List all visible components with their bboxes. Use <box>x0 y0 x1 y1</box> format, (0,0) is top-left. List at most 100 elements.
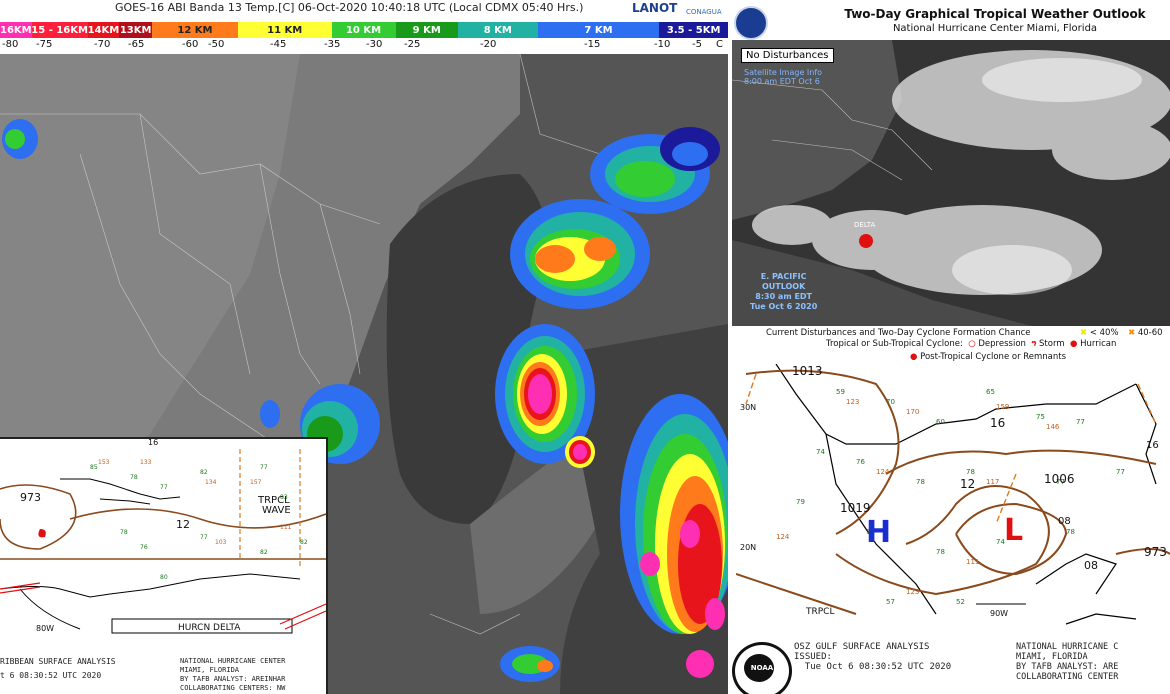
svg-text:79: 79 <box>796 498 805 506</box>
two-legend-title: Current Disturbances and Two-Day Cyclone… <box>766 328 1031 338</box>
x-orange-icon: ✖ <box>1128 328 1136 338</box>
gulf-pressure-12: 12 <box>960 477 975 491</box>
epac-line-1: E. PACIFIC <box>760 272 807 281</box>
tropical-weather-outlook-panel: Two-Day Graphical Tropical Weather Outlo… <box>730 0 1170 352</box>
scale-band: 9 KM <box>395 22 458 38</box>
legend-post-tropical-label: Post-Tropical Cyclone or Remnants <box>920 352 1067 362</box>
sat-info-line-2: 8:00 am EDT Oct 6 <box>744 77 820 86</box>
gulf-pressure-16: 16 <box>990 416 1005 430</box>
storm-icon: ዓ <box>1031 339 1037 349</box>
gulf-analysis-map: 59 70 60 65 75 77 74 76 78 78 77 77 79 73 78 74 78 5… <box>736 364 1170 626</box>
noaa-logo <box>734 6 768 40</box>
epac-line-2: OUTLOOK <box>761 282 806 291</box>
noaa-logo-inner <box>744 654 774 682</box>
hurricane-icon: ● <box>1070 339 1078 349</box>
svg-text:170: 170 <box>906 408 919 416</box>
svg-text:65: 65 <box>986 388 995 396</box>
svg-text:74: 74 <box>816 448 825 456</box>
temperature-tick-label: -20 <box>480 39 497 50</box>
satellite-title-bar: GOES-16 ABI Banda 13 Temp.[C] 06-Oct-202… <box>0 0 728 22</box>
gulf-surface-analysis-panel: ● Post-Tropical Cyclone or Remnants <box>730 352 1170 694</box>
inset-lon-label: 80W <box>36 624 54 633</box>
svg-text:76: 76 <box>856 458 865 466</box>
svg-text:82: 82 <box>300 539 308 546</box>
temperature-tick-label: -65 <box>128 39 145 50</box>
svg-text:159: 159 <box>996 403 1009 411</box>
inset-caption: RIBBEAN SURFACE ANALYSIS <box>0 657 116 666</box>
svg-text:73: 73 <box>866 528 875 536</box>
legend-hurricane: Hurrican <box>1080 339 1117 349</box>
svg-text:78: 78 <box>1066 528 1075 536</box>
svg-text:111: 111 <box>280 524 292 531</box>
scale-band: 8 KM <box>457 22 538 38</box>
two-legend-tc: Tropical or Sub-Tropical Cyclone: ○ Depr… <box>826 339 1116 349</box>
gulf-pressure-1006: 1006 <box>1044 472 1075 486</box>
legend-tc-label: Tropical or Sub-Tropical Cyclone: <box>826 339 963 349</box>
inset-pressure-12: 12 <box>176 518 190 531</box>
satellite-panel: GOES-16 ABI Banda 13 Temp.[C] 06-Oct-202… <box>0 0 728 694</box>
no-disturbances-box: No Disturbances <box>741 48 834 63</box>
scale-band: 12 KM <box>152 22 238 38</box>
temperature-tick-label: -5 <box>692 39 702 50</box>
delta-storm-label: DELTA <box>854 221 876 229</box>
temperature-tick-label: -10 <box>654 39 671 50</box>
scale-band: 13KM <box>119 22 153 38</box>
svg-text:78: 78 <box>966 468 975 476</box>
gulf-nhc-block: NATIONAL HURRICANE C MIAMI, FLORIDA BY T… <box>1016 642 1119 682</box>
svg-text:80: 80 <box>160 574 168 581</box>
svg-text:103: 103 <box>215 539 227 546</box>
lat-30n-label: 30N <box>740 403 756 412</box>
svg-text:52: 52 <box>956 598 965 606</box>
svg-text:124: 124 <box>776 533 790 541</box>
two-subtitle: National Hurricane Center Miami, Florida <box>892 23 1098 34</box>
inset-wave-label-1: TRPCL <box>257 495 290 506</box>
scale-band: 15 - 16KM <box>31 22 88 38</box>
svg-text:75: 75 <box>1036 413 1045 421</box>
scale-band: 14KM <box>87 22 120 38</box>
gulf-pressure-08a: 08 <box>1058 516 1071 527</box>
delta-hurricane-marker <box>859 234 873 248</box>
inset-nhc-block: NATIONAL HURRICANE CENTER MIAMI, FLORIDA… <box>180 657 286 692</box>
svg-text:123: 123 <box>846 398 859 406</box>
depression-icon: ○ <box>968 339 976 349</box>
inset-storm-label: HURCN DELTA <box>178 623 241 633</box>
svg-text:60: 60 <box>936 418 945 426</box>
svg-text:77: 77 <box>260 464 268 471</box>
temperature-tick-label: -60 <box>182 39 199 50</box>
high-pressure-symbol: H <box>866 515 891 550</box>
inset-issued: t 6 08:30:52 UTC 2020 <box>0 671 102 680</box>
svg-text:57: 57 <box>886 598 895 606</box>
svg-text:77: 77 <box>200 534 208 541</box>
svg-text:77: 77 <box>1116 468 1125 476</box>
low-pressure-symbol: L <box>1004 513 1023 548</box>
svg-text:111: 111 <box>966 558 979 566</box>
temperature-tick-label: -25 <box>404 39 421 50</box>
caribbean-surface-analysis-inset: 85 78 77 82 77 83 78 76 77 82 82 80 153 133 134 15… <box>0 437 328 694</box>
inset-top-label: 16 <box>148 439 158 447</box>
inset-wave-label-2: WAVE <box>262 505 291 516</box>
gulf-pressure-08b: 08 <box>1084 559 1098 572</box>
scale-band: 16KM <box>0 22 32 38</box>
legend-post-tropical: ● Post-Tropical Cyclone or Remnants <box>910 352 1066 362</box>
svg-text:134: 134 <box>205 479 217 486</box>
svg-text:146: 146 <box>1046 423 1060 431</box>
satellite-image-info: Satellite Image Info 8:00 am EDT Oct 6 <box>744 68 822 86</box>
scale-band: 3.5 - 5KM <box>659 22 728 38</box>
temperature-tick-label: -35 <box>324 39 341 50</box>
svg-text:117: 117 <box>986 478 999 486</box>
two-satellite-image <box>732 40 1170 326</box>
conagua-logo: CONAGUA <box>686 8 722 16</box>
gulf-pressure-1013: 1013 <box>792 364 823 378</box>
svg-text:78: 78 <box>936 548 945 556</box>
svg-text:123: 123 <box>906 588 919 596</box>
svg-text:124: 124 <box>876 468 890 476</box>
temperature-tick-label: -70 <box>94 39 111 50</box>
legend-storm: Storm <box>1039 339 1065 349</box>
temperature-tick-label: -75 <box>36 39 53 50</box>
epac-outlook-label: E. PACIFIC OUTLOOK 8:30 am EDT Tue Oct 6… <box>750 272 817 312</box>
svg-text:77: 77 <box>160 484 168 491</box>
svg-text:70: 70 <box>886 398 895 406</box>
svg-text:77: 77 <box>1076 418 1085 426</box>
temperature-tick-label: C <box>716 39 723 50</box>
temperature-ticks: -80 -75 -70 -65 -60 -50 -45 -35 -30 -25 -20 -15 -10 -… <box>0 38 728 54</box>
